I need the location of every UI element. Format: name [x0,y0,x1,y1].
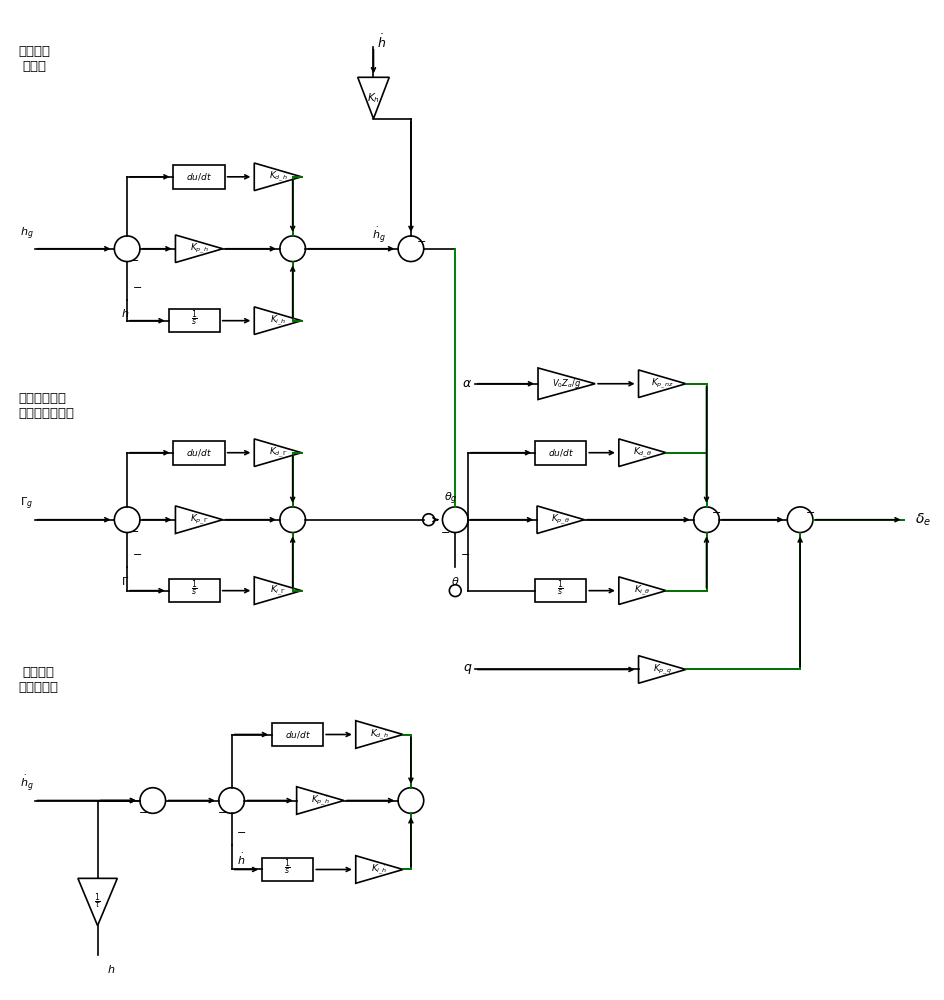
Text: $\dot{h}$: $\dot{h}$ [236,852,244,867]
Text: $q$: $q$ [462,662,471,676]
Text: $K_{i\_\dot{h}}$: $K_{i\_\dot{h}}$ [371,862,387,877]
Text: $K_{p\_\dot{h}}$: $K_{p\_\dot{h}}$ [311,793,329,808]
Text: $-$: $-$ [132,281,142,291]
Text: $-$: $-$ [128,254,139,264]
Text: $du/dt$: $du/dt$ [186,447,211,458]
Text: $K_{p\_q}$: $K_{p\_q}$ [652,662,671,677]
Text: $\theta$: $\theta$ [450,575,459,587]
Text: $\alpha$: $\alpha$ [462,377,471,390]
Text: $-$: $-$ [804,506,814,516]
Text: $\frac{1}{s}$: $\frac{1}{s}$ [191,309,197,329]
Text: $K_{p\_nz}$: $K_{p\_nz}$ [650,376,673,391]
Text: $-$: $-$ [440,526,450,536]
Text: $K_{d\_\theta}$: $K_{d\_\theta}$ [632,445,651,460]
Text: $\dot{h}$: $\dot{h}$ [377,33,385,51]
Text: $-$: $-$ [138,806,148,816]
Text: $\theta_g$: $\theta_g$ [443,491,457,507]
Text: $V_0Z_\alpha/g$: $V_0Z_\alpha/g$ [551,377,581,390]
FancyBboxPatch shape [272,723,323,746]
FancyBboxPatch shape [261,858,313,881]
Text: $h_g$: $h_g$ [20,225,33,242]
FancyBboxPatch shape [168,309,220,332]
Text: 定高飞行
控制律: 定高飞行 控制律 [19,45,51,73]
Text: $\delta_e$: $\delta_e$ [915,512,931,528]
Text: $h$: $h$ [121,307,129,319]
Text: 自动拉平
着陆控制律: 自动拉平 着陆控制律 [19,666,59,694]
Text: $-$: $-$ [128,525,139,535]
Text: $du/dt$: $du/dt$ [284,729,311,740]
FancyBboxPatch shape [534,441,585,465]
Text: $-$: $-$ [460,548,470,558]
Text: $K_{i\_\theta}$: $K_{i\_\theta}$ [633,583,650,598]
FancyBboxPatch shape [168,579,220,602]
Text: $K_{p\_\theta}$: $K_{p\_\theta}$ [550,512,569,527]
Text: $h$: $h$ [108,963,115,975]
Text: $-$: $-$ [216,806,227,816]
Text: $K_{d\_h}$: $K_{d\_h}$ [268,170,287,184]
FancyBboxPatch shape [534,579,585,602]
Text: $\Gamma$: $\Gamma$ [121,575,129,587]
Text: $\dot{h}_g$: $\dot{h}_g$ [372,225,386,245]
Text: $K_{i\_h}$: $K_{i\_h}$ [269,313,286,328]
Text: $du/dt$: $du/dt$ [186,171,211,182]
Text: $K_{p\_h}$: $K_{p\_h}$ [190,242,209,256]
FancyBboxPatch shape [174,441,225,465]
Text: $\frac{1}{s}$: $\frac{1}{s}$ [284,857,291,878]
Text: $K_{d\_\Gamma}$: $K_{d\_\Gamma}$ [268,445,287,460]
Text: $-$: $-$ [132,548,142,558]
Text: $K_h$: $K_h$ [366,91,379,105]
Text: $-$: $-$ [236,826,246,836]
Text: $K_{d\_\dot{h}}$: $K_{d\_\dot{h}}$ [370,727,388,742]
Text: $\Gamma_g$: $\Gamma_g$ [20,495,33,512]
Text: $\frac{1}{s}$: $\frac{1}{s}$ [557,579,564,599]
Text: $\frac{1}{s}$: $\frac{1}{s}$ [191,579,197,599]
Text: $\dot{h}_g$: $\dot{h}_g$ [20,773,33,793]
Text: $-$: $-$ [415,235,426,245]
FancyBboxPatch shape [174,165,225,189]
Text: $K_{i\_\Gamma}$: $K_{i\_\Gamma}$ [269,583,286,598]
Text: 下滑波束导引
自动飞行控制律: 下滑波束导引 自动飞行控制律 [19,392,75,420]
Text: $du/dt$: $du/dt$ [548,447,573,458]
Text: $\frac{1}{\tau}$: $\frac{1}{\tau}$ [94,892,101,912]
Text: $K_{p\_\Gamma}$: $K_{p\_\Gamma}$ [190,512,208,527]
Text: $-$: $-$ [711,506,720,516]
